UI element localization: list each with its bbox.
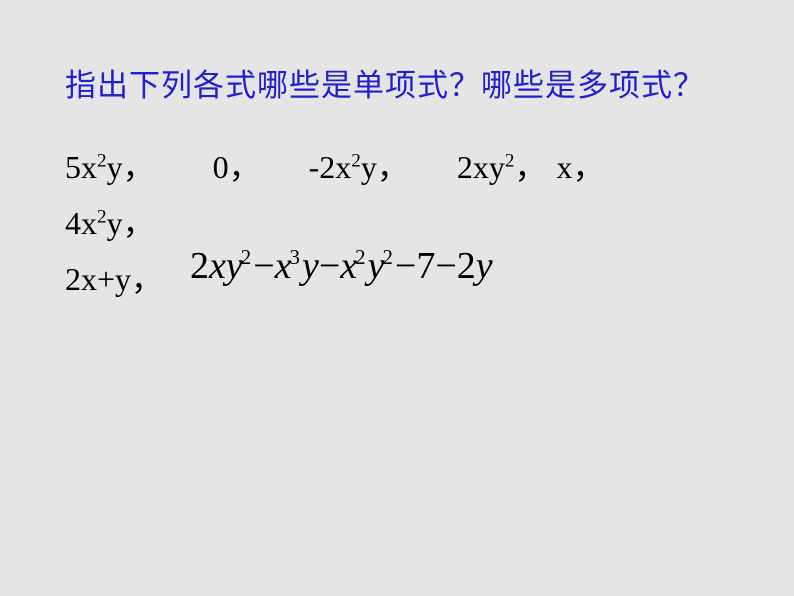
term-0: 0， [213, 149, 261, 185]
term-neg2x2y: -2x2y， [309, 149, 409, 185]
term-5x2y: 5x2y， [65, 149, 155, 185]
term-4x2y: 4x2y， [65, 205, 155, 241]
expression-line-2: 4x2y， [65, 198, 155, 244]
polynomial-expression: 2xy2−x3y−x2y2−7−2y [190, 244, 493, 288]
term-2x-plus-y: 2x+y， [65, 261, 163, 297]
term-2xy2: 2xy2， [457, 149, 547, 185]
term-x: x， [557, 149, 605, 185]
expression-line-3-prefix: 2x+y， [65, 254, 163, 300]
expression-line-1: 5x2y， 0， -2x2y， 2xy2， x， [65, 142, 605, 188]
question-text: 指出下列各式哪些是单项式？哪些是多项式？ [65, 60, 705, 105]
